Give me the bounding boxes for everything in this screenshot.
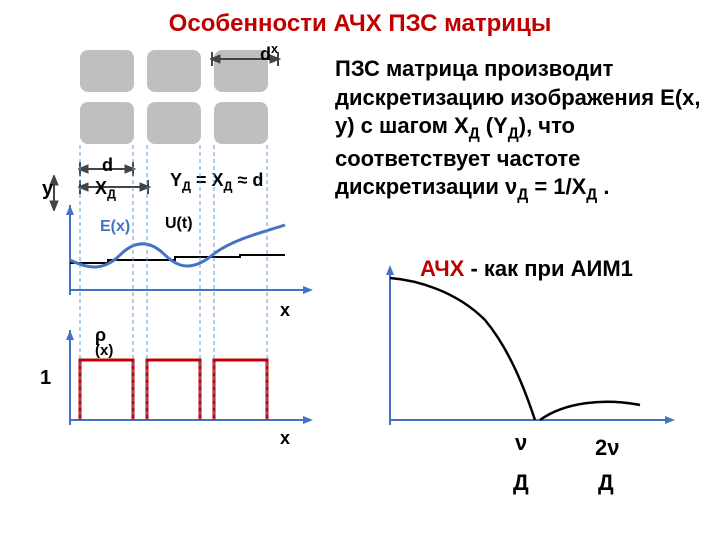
page-title: Особенности АЧХ ПЗС матрицы — [0, 10, 720, 38]
e-of-x-label: E(x) — [100, 218, 130, 236]
description-paragraph: ПЗС матрица производит дискретизацию изо… — [335, 55, 705, 206]
left-dim-arrow-d — [78, 160, 148, 178]
v1-label: ν — [515, 430, 527, 456]
ccd-pixel — [80, 102, 134, 144]
u-of-t-label: U(t) — [165, 215, 193, 233]
signal-x-label: x — [280, 300, 290, 321]
xd-label: XД — [95, 178, 116, 202]
v1-sub: Д — [513, 470, 529, 496]
equation: YД = XД ≈ d — [170, 170, 263, 194]
top-dim-label: dx — [260, 42, 278, 65]
ccd-pixel — [214, 102, 268, 144]
one-label: 1 — [40, 367, 51, 390]
ccd-pixel — [80, 50, 134, 92]
ccd-pixel — [147, 50, 201, 92]
aperture-x-label: x — [280, 428, 290, 449]
xd-dim-arrow — [78, 178, 163, 196]
ccd-pixel — [147, 102, 201, 144]
v2-sub: Д — [598, 470, 614, 496]
y-label: y — [42, 178, 53, 201]
v2-label: 2ν — [595, 435, 619, 461]
d-label: d — [102, 155, 113, 176]
achx-aim-label: АЧХ - как при АИМ1 — [420, 255, 640, 283]
rho-sub: (x) — [95, 342, 113, 359]
aperture-plot — [55, 330, 315, 440]
